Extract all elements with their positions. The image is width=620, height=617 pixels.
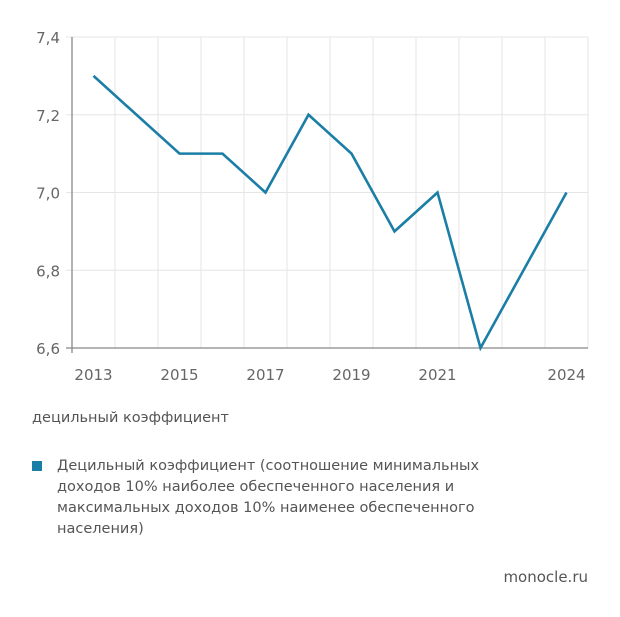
y-tick-label: 6,8 xyxy=(36,262,60,280)
source-credit: monocle.ru xyxy=(503,568,588,586)
legend: Децильный коэффициент (соотношение миним… xyxy=(32,456,552,540)
y-tick-label: 7,4 xyxy=(36,29,60,47)
y-tick-label: 7,0 xyxy=(36,185,60,203)
x-tick-label: 2024 xyxy=(547,366,585,384)
series-line xyxy=(92,74,568,352)
y-tick-label: 6,6 xyxy=(36,340,60,358)
y-axis-label: децильный коэффициент xyxy=(32,410,229,426)
legend-label: Децильный коэффициент (соотношение миним… xyxy=(57,458,480,537)
y-tick-label: 7,2 xyxy=(36,107,60,125)
x-tick-label: 2019 xyxy=(332,366,370,384)
line-chart: 6,6 6,8 7,0 7,2 7,4 2013 2015 2017 2019 2021 2024 xyxy=(36,29,589,384)
legend-swatch xyxy=(32,461,42,471)
x-tick-label: 2013 xyxy=(74,366,112,384)
x-tick-label: 2021 xyxy=(418,366,456,384)
x-tick-label: 2017 xyxy=(246,366,284,384)
x-tick-label: 2015 xyxy=(160,366,198,384)
